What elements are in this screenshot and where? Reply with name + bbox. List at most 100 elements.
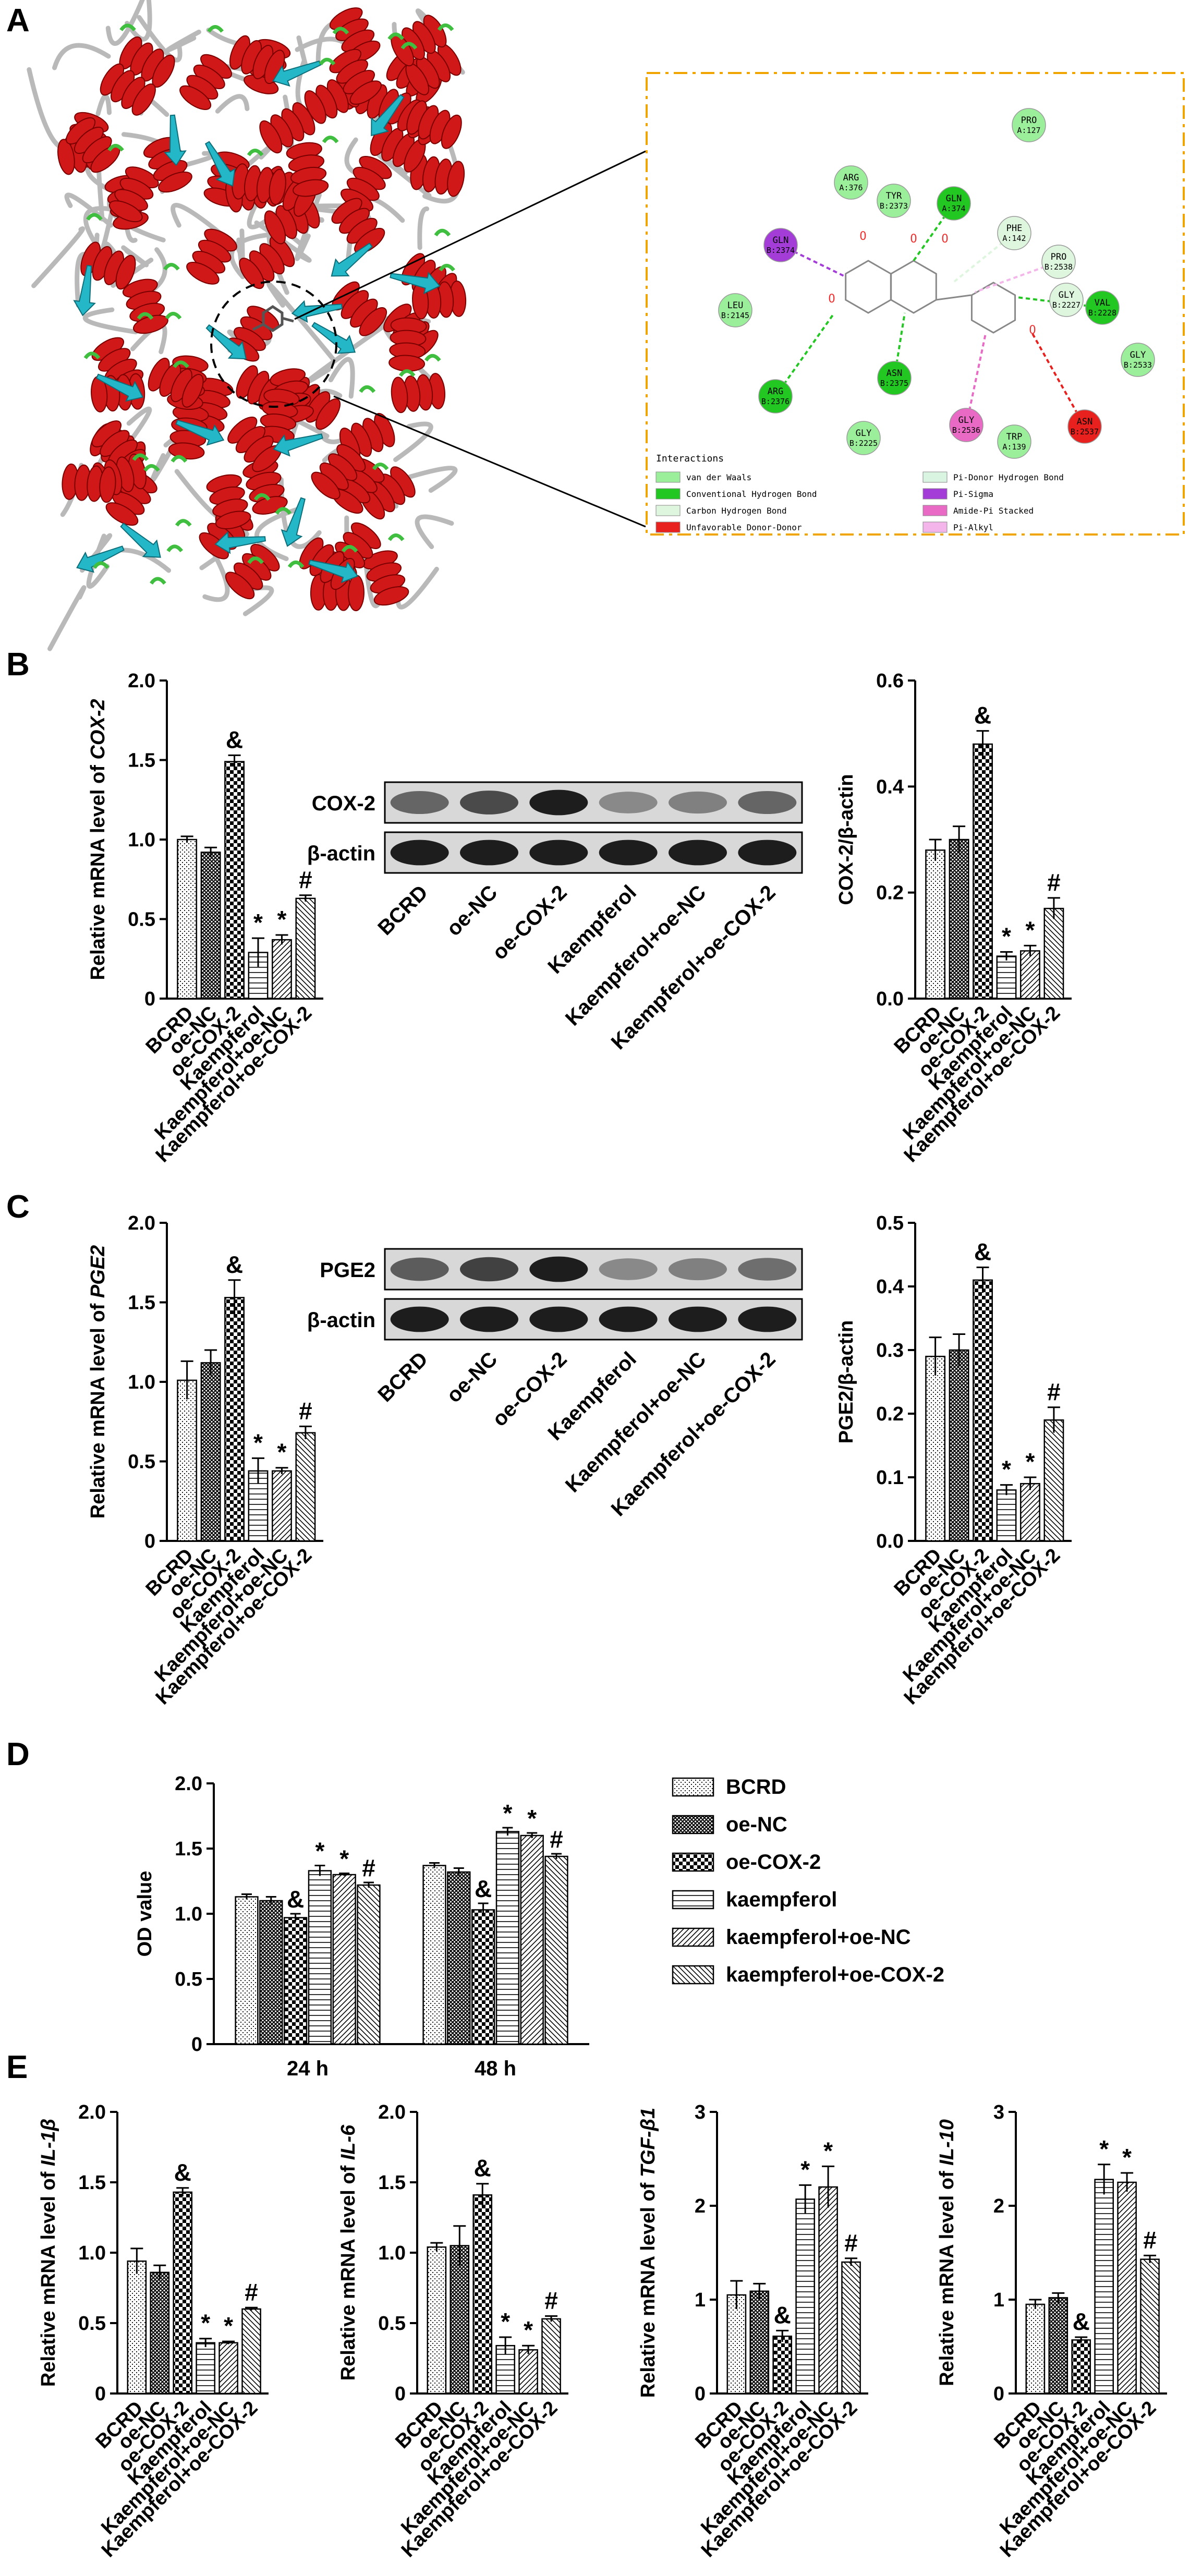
bar (1020, 1483, 1040, 1542)
significance-mark: & (475, 1875, 492, 1902)
significance-mark: * (1026, 1448, 1035, 1475)
turn-loop (173, 360, 189, 369)
legend-label: Pi-Alkyl (953, 523, 993, 532)
y-tick-label: 1.5 (175, 1838, 202, 1860)
y-tick-label: 2 (695, 2195, 706, 2217)
residue-id: B:2537 (1071, 427, 1099, 436)
y-tick-label: 2.0 (175, 1773, 202, 1795)
helix (340, 155, 392, 212)
legend-swatch (672, 1815, 714, 1834)
legend-label: van der Waals (686, 472, 751, 482)
significance-mark: & (226, 1251, 243, 1278)
significance-mark: * (201, 2310, 210, 2337)
blot-band (529, 840, 588, 866)
significance-mark: * (253, 1429, 263, 1456)
residue-disc (949, 408, 983, 442)
residue-name: GLN (946, 193, 962, 204)
legend-label: Pi-Sigma (953, 489, 993, 499)
beta-sheet (205, 324, 247, 360)
y-tick-label: 0.5 (78, 2313, 106, 2335)
y-tick-label: 1.0 (378, 2242, 406, 2264)
residue-name: ASN (1077, 417, 1093, 427)
protein-structure (27, 0, 467, 651)
y-axis-label: OD value (134, 1871, 156, 1957)
y-tick-label: 0.5 (876, 1212, 904, 1234)
bar (1043, 1419, 1064, 1542)
helix (391, 373, 446, 414)
y-tick-label: 0.6 (876, 670, 904, 692)
residue-id: B:2533 (1124, 360, 1152, 370)
coil (47, 585, 87, 651)
y-axis-label-gene: IL-1β (38, 2119, 59, 2166)
residue-name: GLN (773, 235, 789, 246)
blot-membrane (384, 1248, 803, 1291)
blot-band (738, 1258, 797, 1281)
y-tick-label: 1.5 (378, 2172, 406, 2194)
bar (541, 2318, 561, 2395)
residue-id: B:2375 (880, 379, 908, 388)
coil (328, 357, 355, 399)
turn-loop (150, 577, 166, 585)
helix-turn (115, 254, 136, 290)
y-tick-label: 0 (191, 2034, 202, 2056)
bar (1117, 2181, 1137, 2395)
legend-label: kaempferol+oe-NC (726, 1926, 911, 1949)
y-tick-label: 0.0 (876, 1530, 904, 1552)
blot-lane-label: oe-NC (442, 1347, 502, 1407)
legend-entry: van der Waals (655, 471, 751, 483)
significance-mark: # (844, 2229, 858, 2256)
legend-entry: Conventional Hydrogen Bond (655, 488, 817, 500)
turn-loop (287, 560, 305, 568)
residue-id: B:2376 (761, 397, 790, 406)
beta-sheet (163, 114, 187, 166)
coil (82, 307, 138, 335)
coil (121, 245, 149, 268)
legend-swatch (655, 521, 681, 533)
y-axis-label: Relative mRNA level of IL-6 (337, 2124, 359, 2381)
helix-turn (259, 120, 283, 154)
helix (232, 163, 286, 205)
bar (925, 849, 946, 1000)
helix-turn (311, 471, 341, 500)
blot-band (738, 840, 797, 866)
bar (177, 1379, 198, 1542)
y-tick-label: 2 (993, 2195, 1004, 2217)
residue-id: B:2536 (952, 426, 980, 435)
helix-turn (199, 532, 229, 560)
coil (254, 506, 302, 562)
interaction-line (1031, 333, 1086, 427)
bar (357, 1884, 381, 2045)
significance-mark: * (1002, 923, 1011, 950)
blot-band (738, 791, 797, 815)
y-axis-label-prefix: PGE2/β-actin (835, 1320, 857, 1443)
turn-loop (359, 385, 376, 393)
y-axis-label: PGE2/β-actin (835, 1320, 857, 1443)
panel-label-a: A (6, 3, 30, 39)
chart-B-mrna: 0 0.5 1.0 1.5 2.0 Relative mRNA level of COX-… (87, 670, 323, 1167)
legend-label: BCRD (726, 1776, 786, 1799)
significance-mark: * (501, 2308, 510, 2335)
helix (80, 241, 136, 290)
y-axis-label-prefix: Relative mRNA level of (38, 2166, 59, 2387)
helix (286, 142, 329, 197)
helix (179, 54, 233, 110)
y-tick-label: 0.5 (128, 1451, 155, 1473)
bar (996, 1489, 1017, 1542)
beta-sheet (95, 373, 144, 402)
helix (62, 463, 116, 503)
helix (259, 102, 315, 154)
ligand-kaempferol (252, 305, 294, 333)
turn-loop (143, 464, 160, 472)
y-tick-label: 2.0 (128, 670, 155, 692)
bar (495, 1831, 520, 2045)
y-tick-label: 0.2 (876, 1403, 904, 1425)
blot-band (460, 1306, 518, 1332)
helix (186, 228, 237, 285)
bar (259, 1900, 283, 2045)
